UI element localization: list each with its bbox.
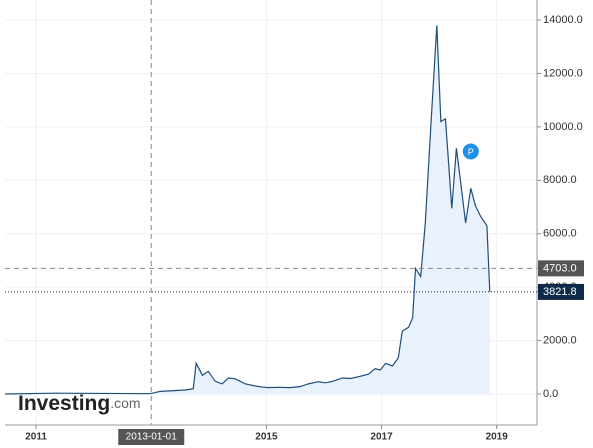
crosshair-y-label: 4703.0 xyxy=(543,262,577,274)
x-tick-label: 2011 xyxy=(25,432,47,443)
crosshair-x-label: 2013-01-01 xyxy=(126,432,178,443)
crosshair-y-box xyxy=(538,260,584,277)
y-tick-label: 10000.0 xyxy=(543,121,583,133)
y-tick-label: 14000.0 xyxy=(543,14,583,26)
watermark: Investing.com xyxy=(18,392,141,415)
y-tick-label: 12000.0 xyxy=(543,67,583,79)
line xyxy=(4,25,491,395)
watermark-suffix: .com xyxy=(110,395,140,411)
y-tick-label: 8000.0 xyxy=(543,174,577,186)
area-fill xyxy=(5,25,490,395)
x-tick-label: 2017 xyxy=(370,432,393,443)
x-tick-label: 2015 xyxy=(255,432,278,443)
last-price-label: 3821.8 xyxy=(543,286,577,298)
event-marker-label: P xyxy=(468,147,474,157)
y-tick-label: 6000.0 xyxy=(543,228,577,240)
crosshair-x-box xyxy=(118,429,185,445)
last-price-box xyxy=(538,283,584,300)
x-tick-label: 2019 xyxy=(486,432,509,443)
event-marker xyxy=(462,143,479,160)
watermark-main: Investing xyxy=(18,392,110,415)
y-tick-label: 0.0 xyxy=(543,388,558,400)
y-tick-label: 2000.0 xyxy=(543,334,577,346)
